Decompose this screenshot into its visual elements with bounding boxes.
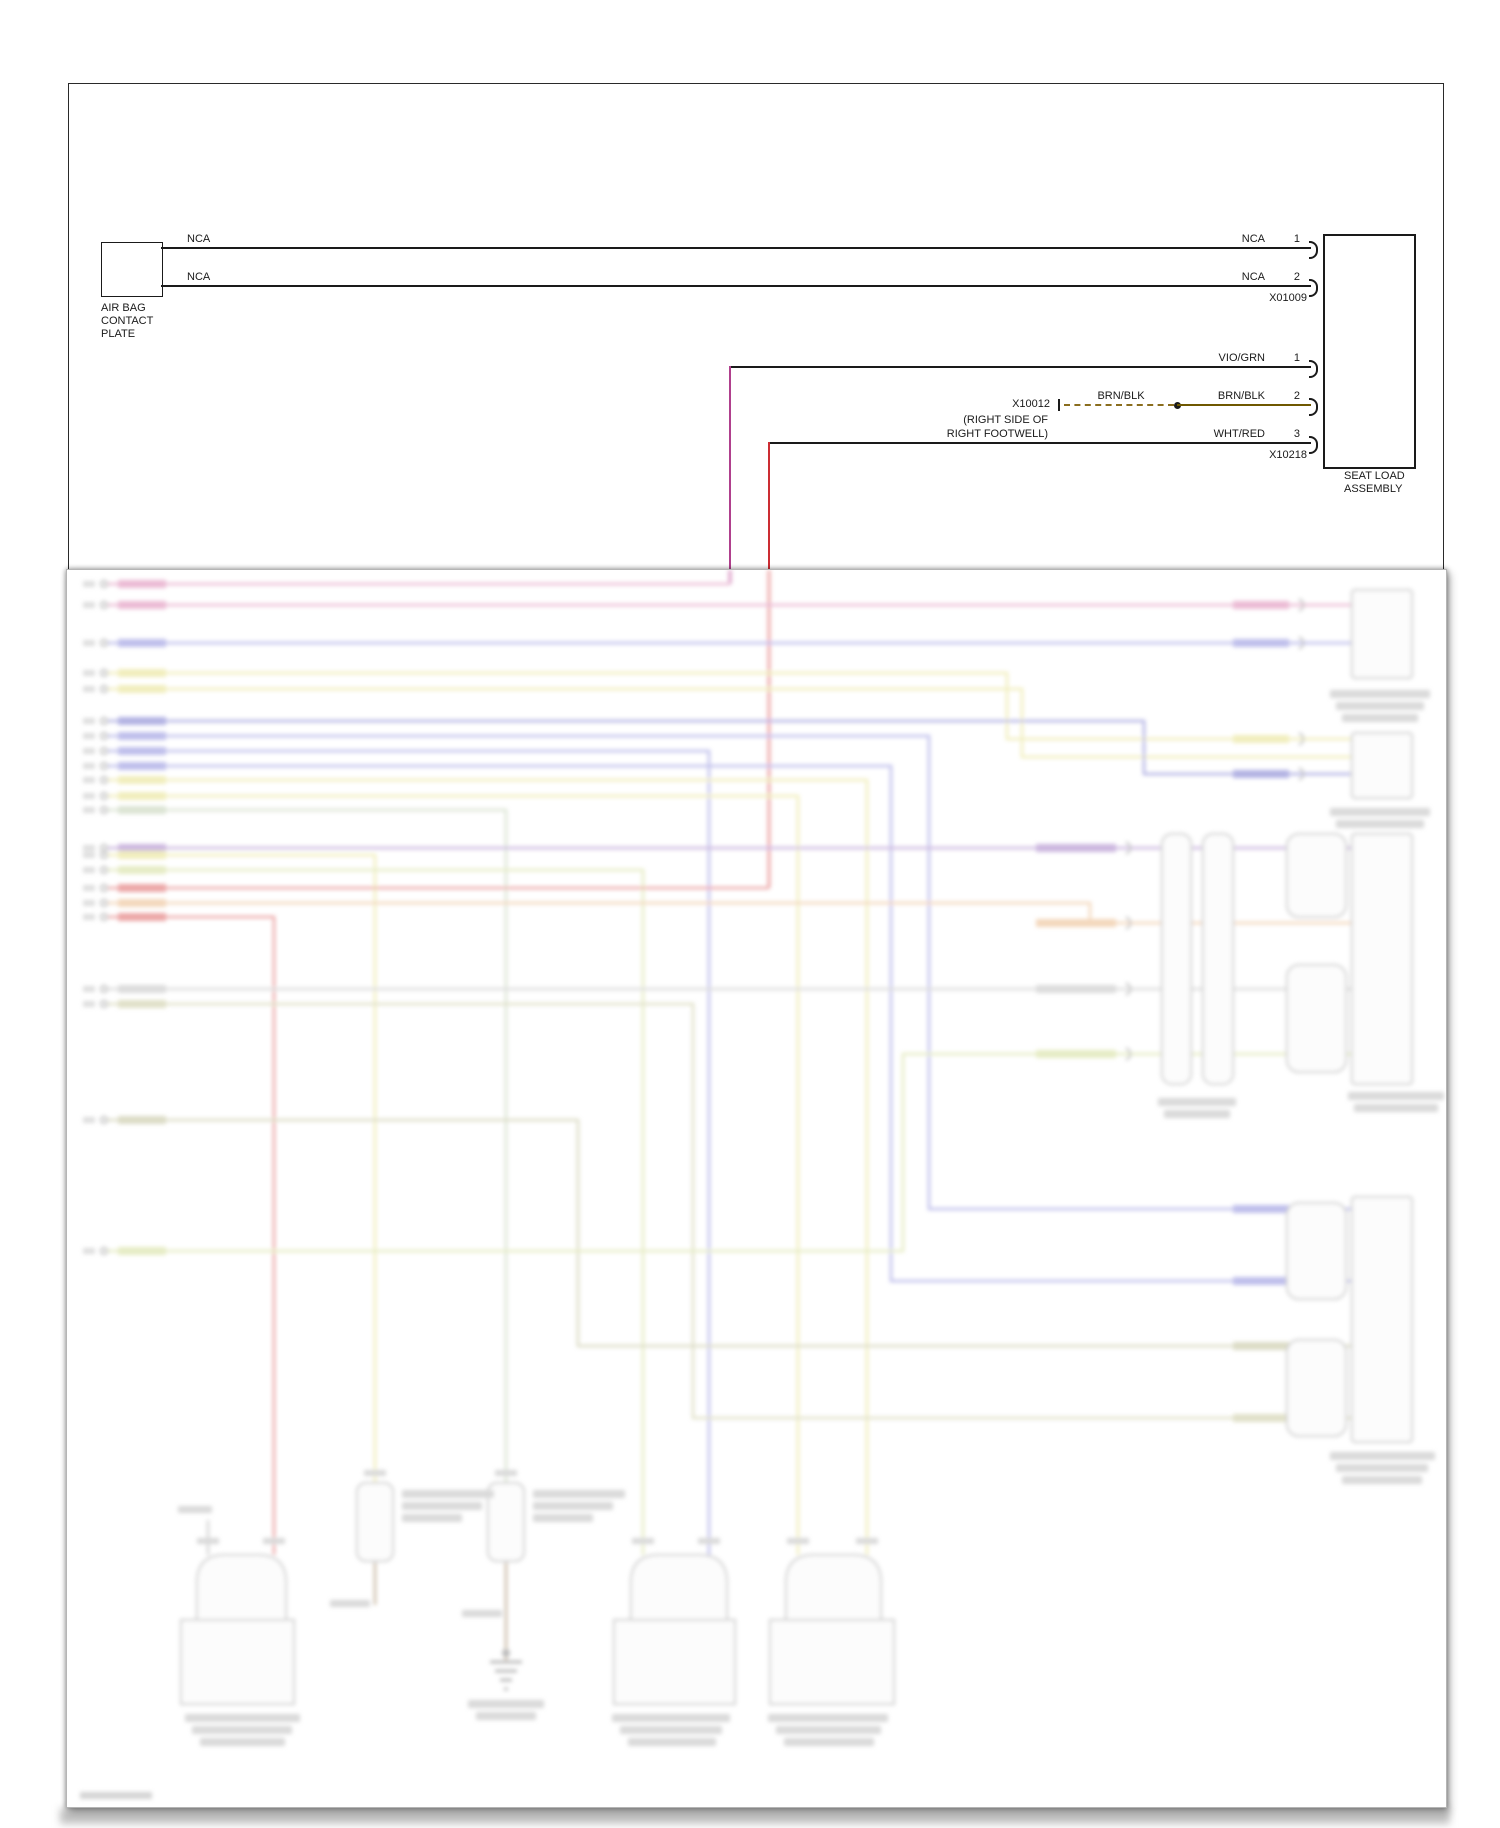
wire-nca-1-label-left: NCA	[187, 233, 211, 245]
connector-pin-arc	[1309, 360, 1318, 378]
diagram-page-top	[68, 83, 1444, 577]
inline-connector-tick	[1058, 399, 1060, 411]
seat-load-assembly-box	[1323, 234, 1416, 469]
seat-load-assembly-label: SEAT LOAD ASSEMBLY	[1344, 470, 1405, 495]
wire-brn-blk-pin: 2	[1293, 390, 1300, 402]
blurred-wires-group	[80, 570, 1444, 1799]
wire-wht-red-pin: 3	[1293, 428, 1300, 440]
blurred-diagram-page	[66, 569, 1447, 1808]
airbag-contact-plate-label: AIR BAG CONTACT PLATE	[101, 302, 154, 340]
x10012-location-note-line1: (RIGHT SIDE OF	[963, 414, 1048, 426]
wire-wht-red-vertical	[768, 442, 770, 574]
connector-pin-arc	[1309, 279, 1318, 297]
wire-brn-blk-dashed	[1064, 404, 1174, 406]
wire-vio-grn-pin: 1	[1293, 352, 1300, 364]
connector-pin-arc	[1309, 436, 1318, 454]
blurred-wiring-svg	[80, 570, 1444, 1799]
connector-pin-arc	[1309, 241, 1318, 259]
wire-wht-red-label: WHT/RED	[1213, 428, 1265, 440]
wire-nca-1-pin: 1	[1293, 233, 1300, 245]
wire-nca-2	[161, 285, 1311, 287]
wire-nca-2-label-left: NCA	[187, 271, 211, 283]
wire-nca-2-pin: 2	[1293, 271, 1300, 283]
wire-vio-grn	[730, 366, 1311, 368]
wire-brn-blk-solid	[1177, 404, 1311, 406]
wire-vio-grn-vertical	[729, 366, 731, 574]
wire-wht-red	[769, 442, 1311, 444]
connector-x01009-label: X01009	[1269, 292, 1307, 304]
connector-x10012-label: X10012	[1012, 398, 1050, 410]
airbag-contact-plate-box	[101, 242, 163, 297]
wire-brn-blk-label-right: BRN/BLK	[1217, 390, 1265, 402]
wire-nca-1-label-right: NCA	[1241, 233, 1265, 245]
wire-nca-1	[161, 247, 1311, 249]
x10012-location-note-line2: RIGHT FOOTWELL)	[946, 428, 1048, 440]
page-bottom-shadow	[60, 1808, 1450, 1824]
wire-brn-blk-label-mid: BRN/BLK	[1097, 390, 1145, 402]
wire-nca-2-label-right: NCA	[1241, 271, 1265, 283]
wire-vio-grn-label: VIO/GRN	[1218, 352, 1265, 364]
connector-x10218-label: X10218	[1269, 449, 1307, 461]
connector-pin-arc	[1309, 398, 1318, 416]
